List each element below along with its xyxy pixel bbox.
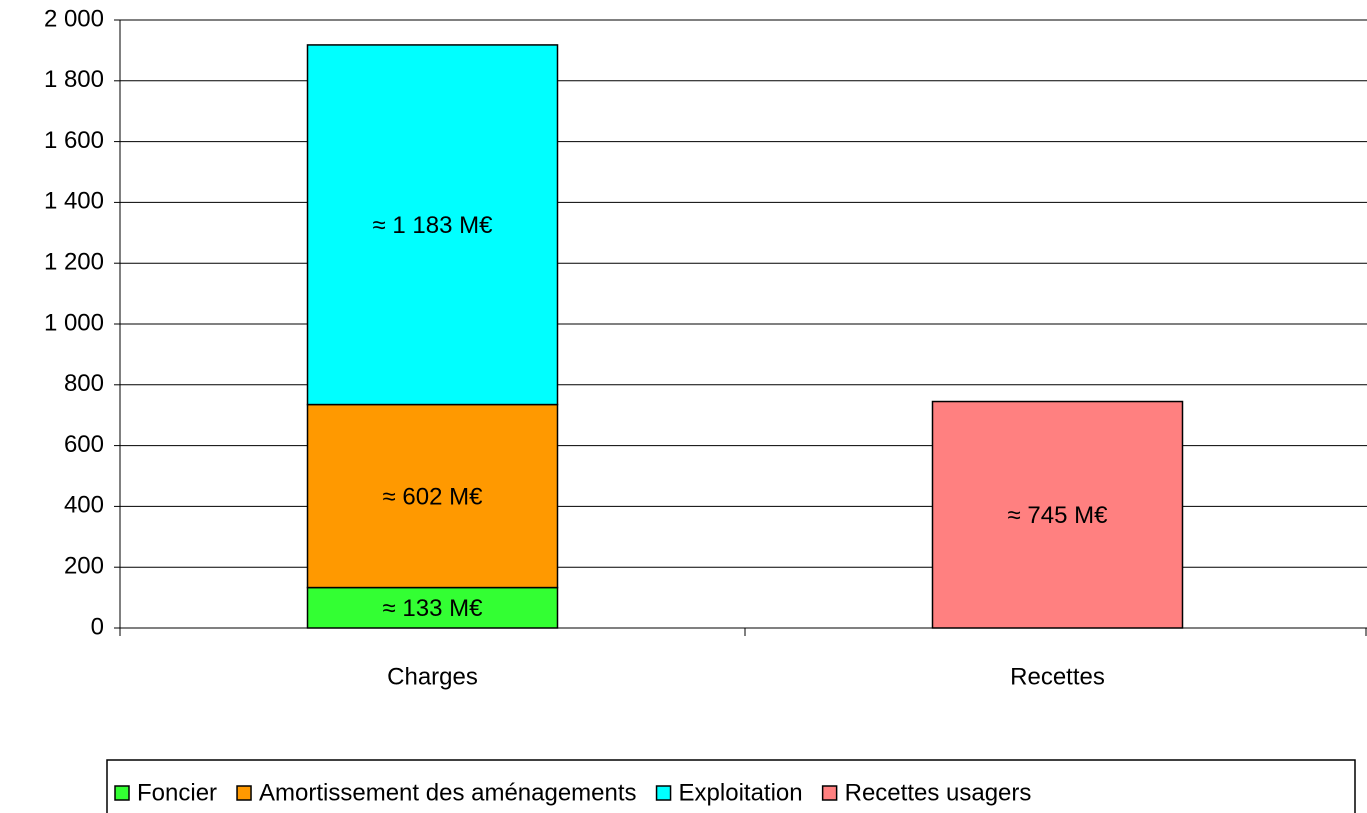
bar-segment [306, 586, 559, 629]
value-label: ≈ 133 M€ [383, 595, 484, 622]
legend-label: Recettes usagers [845, 779, 1032, 806]
y-tick-label: 1 000 [44, 309, 104, 336]
y-tick-label: 1 600 [44, 127, 104, 154]
value-label: ≈ 745 M€ [1008, 502, 1109, 529]
y-tick-label: 200 [64, 553, 104, 580]
value-label: ≈ 602 M€ [383, 483, 484, 510]
bar-segment [931, 400, 1184, 629]
y-tick-label: 1 800 [44, 66, 104, 93]
y-tick-label: 2 000 [44, 5, 104, 32]
y-tick-label: 1 200 [44, 249, 104, 276]
y-tick-label: 0 [91, 613, 104, 640]
y-tick-label: 800 [64, 370, 104, 397]
bar-segment [306, 44, 559, 406]
legend-swatch [236, 785, 252, 801]
legend-label: Exploitation [679, 779, 803, 806]
legend-box [106, 759, 1356, 813]
bar-segment [306, 403, 559, 589]
y-tick-label: 600 [64, 431, 104, 458]
legend-swatch [655, 785, 672, 801]
legend-swatch [821, 785, 838, 801]
legend-label: Amortissement des aménagements [259, 779, 637, 806]
legend-swatch [114, 785, 130, 801]
x-tick-label: Recettes [1010, 663, 1105, 690]
legend-label: Foncier [137, 779, 217, 806]
y-tick-label: 1 400 [44, 188, 104, 215]
y-tick-label: 400 [64, 492, 104, 519]
value-label: ≈ 1 183 M€ [373, 212, 494, 239]
x-tick-label: Charges [387, 663, 478, 690]
